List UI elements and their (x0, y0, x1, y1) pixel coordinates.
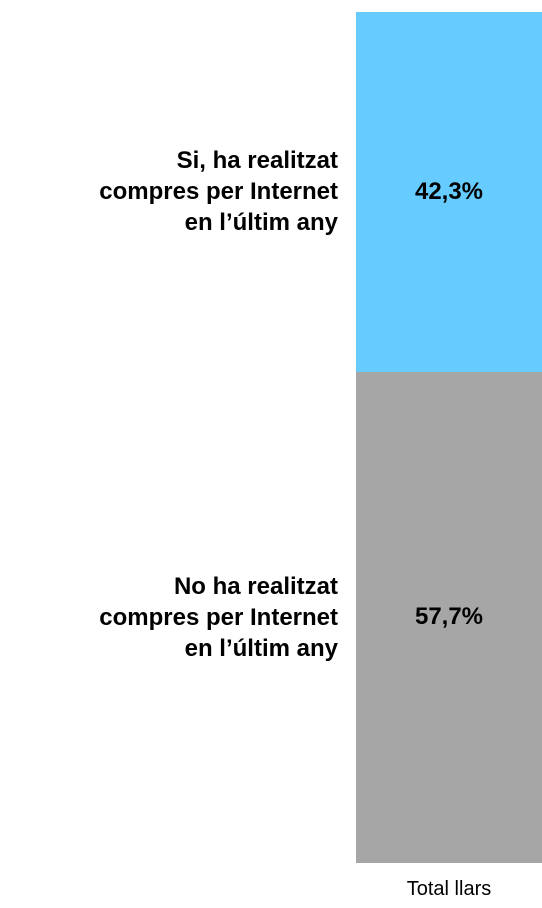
series-label-line: Si, ha realitzat (176, 147, 338, 175)
x-axis-category-label: Total llars (406, 878, 492, 900)
series-label-line: compres per Internet (99, 178, 338, 206)
series-label-line: No ha realitzat (173, 572, 338, 600)
series-label-0: Si, ha realitzat compres per Internet en l… (0, 145, 338, 238)
series-label-line: compres per Internet (99, 603, 338, 631)
bar-segment-0 (356, 12, 542, 372)
data-label-0: 42,3% (414, 177, 484, 205)
bar-segment-1 (356, 371, 542, 863)
data-label-1: 57,7% (414, 603, 484, 631)
series-label-line: en l’últim any (184, 634, 338, 662)
series-label-1: No ha realitzat compres per Internet en l’… (0, 571, 338, 664)
series-label-line: en l’últim any (184, 209, 338, 237)
